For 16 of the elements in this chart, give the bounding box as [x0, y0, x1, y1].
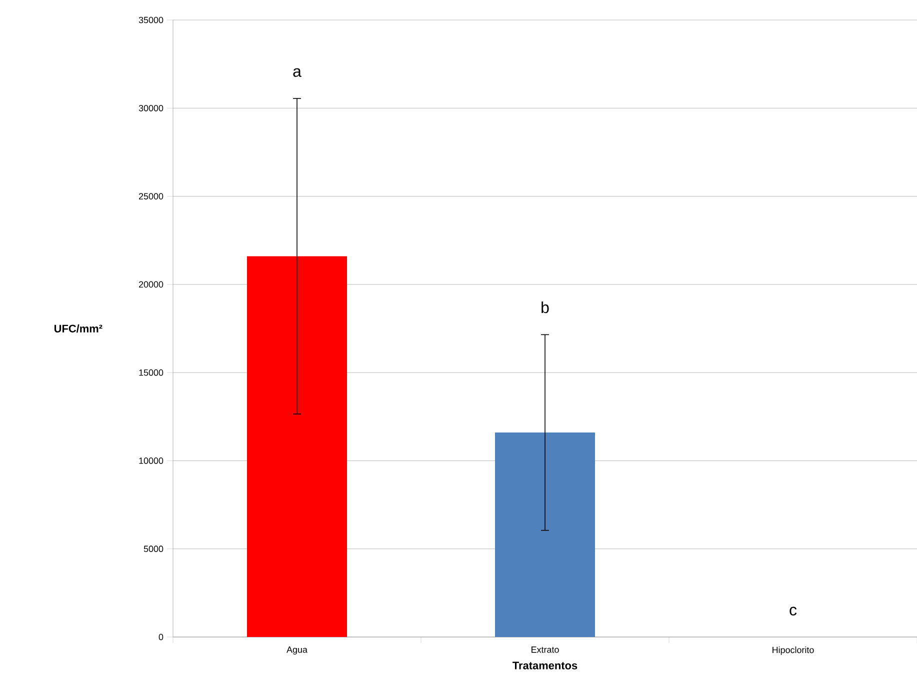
y-tick-label: 25000 [139, 193, 164, 200]
annotation: b [542, 301, 549, 314]
y-tick-label: 5000 [144, 546, 164, 552]
x-axis-title: Tratamentos [512, 662, 578, 670]
y-tick-label: 0 [158, 634, 164, 640]
y-axis-title: UFC/mm² [54, 324, 102, 333]
x-tick-label: Hipoclorito [772, 646, 814, 655]
x-tick-label: Extrato [532, 646, 559, 653]
y-tick-label: 35000 [138, 16, 164, 24]
annotation: a [293, 68, 302, 77]
x-tick-label: Agua [286, 646, 308, 655]
y-tick-label: 15000 [139, 369, 164, 376]
y-tick-label: 20000 [139, 281, 164, 288]
annotation: c [790, 606, 797, 616]
y-tick-label: 30000 [138, 104, 164, 112]
y-tick-label: 10000 [139, 458, 164, 464]
